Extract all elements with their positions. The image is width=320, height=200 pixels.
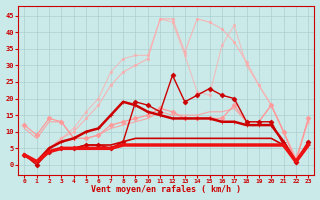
X-axis label: Vent moyen/en rafales ( km/h ): Vent moyen/en rafales ( km/h ) <box>91 185 241 194</box>
